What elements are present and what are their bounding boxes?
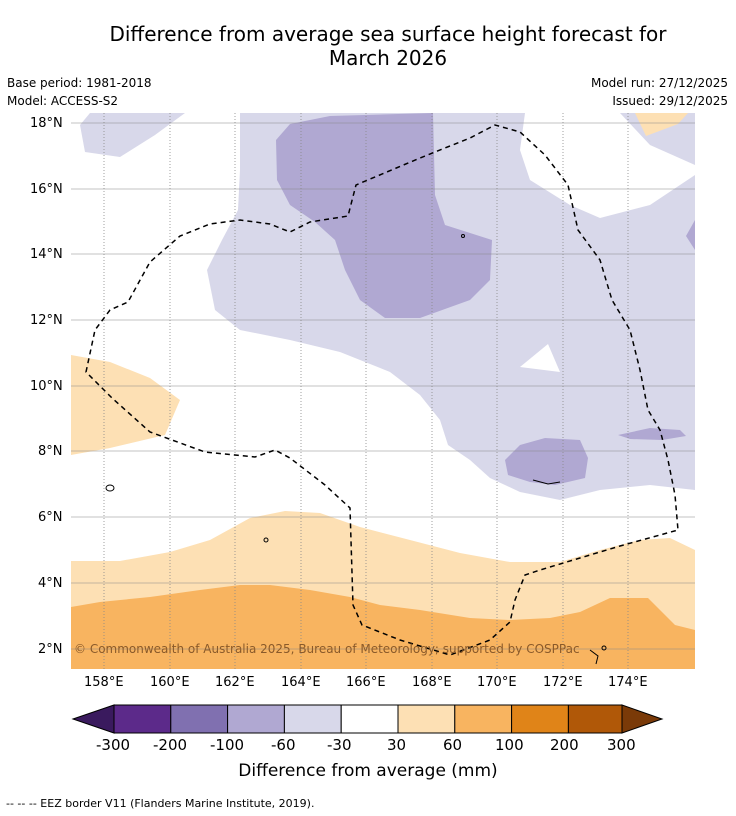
cb-tick-m100: -100 bbox=[210, 736, 245, 754]
colorbar-bin-5 bbox=[340, 704, 399, 734]
colorbar-bin-4 bbox=[283, 704, 342, 734]
cb-tick-200: 200 bbox=[550, 736, 579, 754]
cb-tick-300: 300 bbox=[607, 736, 636, 754]
contour-white-hole-2 bbox=[520, 344, 560, 372]
lon-label-164e: 164°E bbox=[281, 675, 321, 690]
title-line-1: Difference from average sea surface heig… bbox=[109, 22, 667, 46]
contour-mid-purple-main bbox=[276, 113, 492, 318]
lon-label-172e: 172°E bbox=[543, 675, 583, 690]
map-fill-layer bbox=[71, 113, 695, 669]
base-period: Base period: 1981-2018 bbox=[7, 76, 152, 90]
lon-label-168e: 168°E bbox=[412, 675, 452, 690]
colorbar-bin-2 bbox=[170, 704, 229, 734]
colorbar-bin-9 bbox=[567, 704, 623, 734]
lon-label-174e: 174°E bbox=[608, 675, 648, 690]
title-line-2: March 2026 bbox=[328, 46, 448, 70]
lat-label-10n: 10°N bbox=[30, 379, 63, 394]
meta-left: Base period: 1981-2018 Model: ACCESS-S2 bbox=[7, 74, 152, 110]
contour-mid-purple-edge bbox=[686, 220, 695, 250]
graticule-lat bbox=[71, 122, 695, 650]
lat-label-6n: 6°N bbox=[38, 510, 63, 525]
contour-mid-purple-strip bbox=[618, 428, 686, 440]
colorbar bbox=[71, 704, 664, 734]
lon-label-170e: 170°E bbox=[477, 675, 517, 690]
model-run: Model run: 27/12/2025 bbox=[590, 76, 728, 90]
lat-label-12n: 12°N bbox=[30, 313, 63, 328]
colorbar-high-arrow bbox=[621, 704, 664, 734]
contour-light-purple-topleft bbox=[80, 113, 185, 157]
eez-border bbox=[85, 124, 679, 656]
chart-title: Difference from average sea surface heig… bbox=[60, 22, 716, 70]
lon-label-160e: 160°E bbox=[150, 675, 190, 690]
lat-label-8n: 8°N bbox=[38, 444, 63, 459]
cb-tick-m60: -60 bbox=[271, 736, 296, 754]
meta-right: Model run: 27/12/2025 Issued: 29/12/2025 bbox=[591, 74, 728, 110]
colorbar-bin-1 bbox=[113, 704, 172, 734]
colorbar-low-arrow bbox=[71, 704, 115, 734]
cb-tick-m200: -200 bbox=[153, 736, 188, 754]
colorbar-bin-6 bbox=[397, 704, 456, 734]
colorbar-bin-3 bbox=[227, 704, 285, 734]
lat-label-18n: 18°N bbox=[30, 116, 63, 131]
lon-label-166e: 166°E bbox=[346, 675, 386, 690]
copyright-notice: © Commonwealth of Australia 2025, Bureau… bbox=[74, 642, 580, 656]
issued-date: Issued: 29/12/2025 bbox=[612, 94, 728, 108]
cb-tick-60: 60 bbox=[443, 736, 463, 754]
contour-light-orange-topright bbox=[635, 113, 688, 136]
colorbar-bin-8 bbox=[511, 704, 569, 734]
cb-tick-30: 30 bbox=[387, 736, 407, 754]
colorbar-title: Difference from average (mm) bbox=[238, 761, 498, 781]
contour-light-orange-west bbox=[71, 355, 180, 455]
lat-label-4n: 4°N bbox=[38, 576, 63, 591]
lat-label-16n: 16°N bbox=[30, 182, 63, 197]
lat-label-14n: 14°N bbox=[30, 247, 63, 262]
colorbar-bin-7 bbox=[454, 704, 513, 734]
cb-tick-100: 100 bbox=[495, 736, 524, 754]
islands bbox=[105, 234, 607, 665]
lat-label-2n: 2°N bbox=[38, 642, 63, 657]
lon-label-162e: 162°E bbox=[215, 675, 255, 690]
eez-footnote: -- -- -- EEZ border V11 (Flanders Marine… bbox=[6, 797, 315, 810]
model-name: Model: ACCESS-S2 bbox=[7, 94, 119, 108]
contour-orange-south bbox=[71, 585, 695, 669]
contour-mid-purple-patch bbox=[505, 438, 588, 485]
contour-white-hole-1 bbox=[520, 113, 695, 218]
lon-label-158e: 158°E bbox=[84, 675, 124, 690]
cb-tick-m300: -300 bbox=[96, 736, 131, 754]
cb-tick-m30: -30 bbox=[327, 736, 352, 754]
